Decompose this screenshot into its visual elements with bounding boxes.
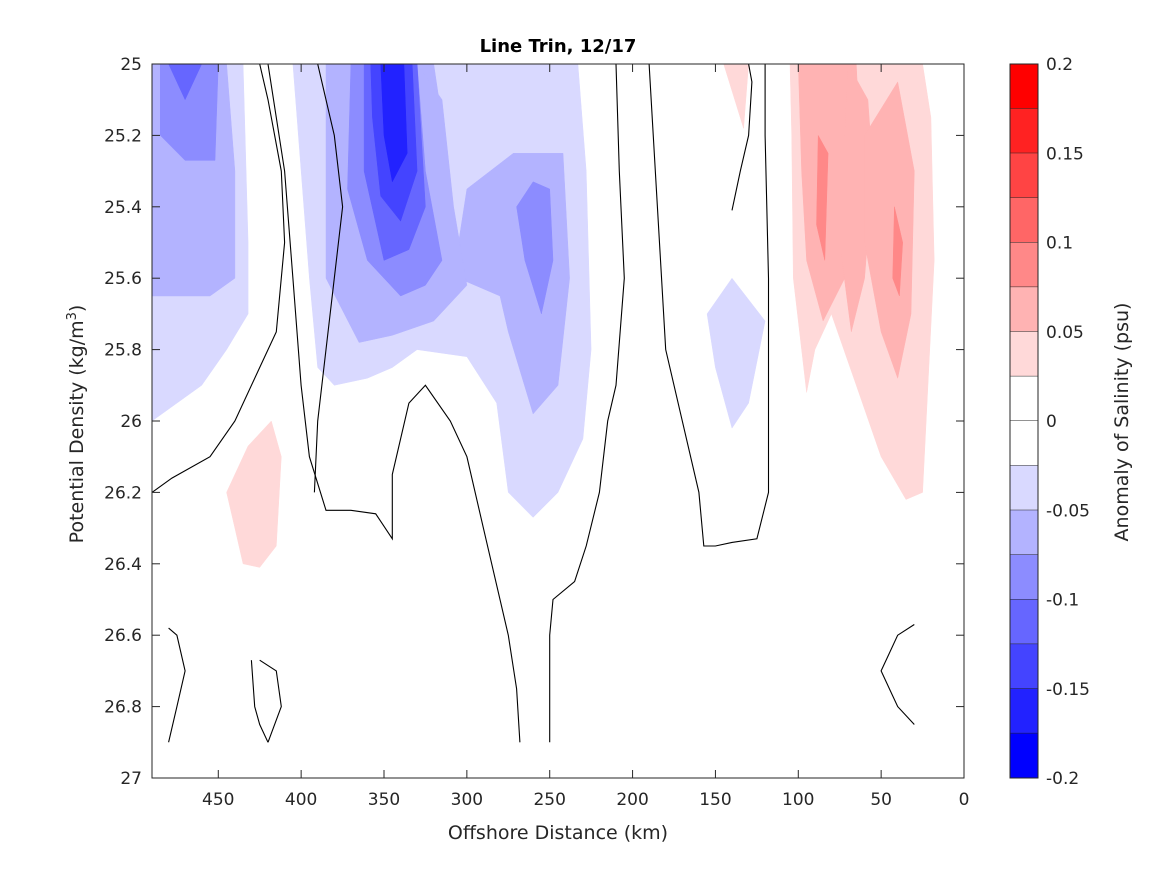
zero-contour-9 xyxy=(880,624,915,725)
y-tick-label: 26.6 xyxy=(104,626,142,646)
y-tick-label: 27 xyxy=(120,769,142,789)
y-axis-label-text: Potential Density (kg/m xyxy=(66,320,88,543)
y-tick-label: 26.2 xyxy=(104,483,142,503)
contour-region-2 xyxy=(160,64,219,161)
colorbar-swatch-12 xyxy=(1010,599,1038,645)
zero-contour-3 xyxy=(549,64,625,743)
contour-region-13 xyxy=(380,64,408,183)
chart-title: Line Trin, 12/17 xyxy=(480,36,637,57)
x-tick-label: 150 xyxy=(699,790,731,810)
colorbar-swatch-15 xyxy=(1010,733,1038,778)
zero-contour-4 xyxy=(648,64,770,547)
y-tick-label: 25 xyxy=(120,55,142,75)
y-tick-label: 25.4 xyxy=(104,198,142,218)
colorbar-tick-label: 0.1 xyxy=(1046,234,1073,254)
contour-region-18 xyxy=(839,64,874,332)
zero-contour-1 xyxy=(267,64,521,743)
colorbar-tick-label: 0 xyxy=(1046,412,1057,432)
y-axis-label: Potential Density (kg/m3) xyxy=(65,305,89,544)
zero-contour-8 xyxy=(259,659,282,743)
y-tick-label: 26.4 xyxy=(104,555,142,575)
x-tick-label: 250 xyxy=(533,790,565,810)
zero-contour-2 xyxy=(313,64,344,493)
x-axis-ticks: 450 400 350 300 250 200 150 100 50 0 xyxy=(202,64,969,810)
colorbar-swatch-1 xyxy=(1010,108,1038,154)
colorbar-swatch-11 xyxy=(1010,554,1038,600)
zero-contour-0 xyxy=(152,64,286,493)
colorbar-swatch-9 xyxy=(1010,465,1038,511)
y-tick-label: 26 xyxy=(120,412,142,432)
zero-contour-lines xyxy=(152,64,915,743)
contour-region-4 xyxy=(226,420,282,568)
colorbar-tick-label: -0.1 xyxy=(1046,591,1079,611)
contour-region-10 xyxy=(516,181,554,315)
colorbar-tick-label: 0.15 xyxy=(1046,144,1084,164)
y-axis-label-suffix: ) xyxy=(66,305,88,312)
colorbar-tick-label: 0.05 xyxy=(1046,323,1084,343)
y-tick-label: 25.8 xyxy=(104,341,142,361)
colorbar-tick-label: -0.15 xyxy=(1046,680,1090,700)
colorbar-swatch-14 xyxy=(1010,688,1038,734)
colorbar-tick-label: -0.05 xyxy=(1046,501,1090,521)
contour-region-3 xyxy=(168,64,202,101)
colorbar-swatch-8 xyxy=(1010,421,1038,466)
y-tick-label: 25.6 xyxy=(104,269,142,289)
zero-contour-5 xyxy=(731,64,753,211)
x-tick-label: 450 xyxy=(202,790,234,810)
colorbar-tick-label: 0.2 xyxy=(1046,55,1073,75)
x-tick-label: 200 xyxy=(616,790,648,810)
colorbar-swatch-4 xyxy=(1010,242,1038,288)
x-tick-label: 400 xyxy=(285,790,317,810)
colorbar-swatch-5 xyxy=(1010,287,1038,332)
y-axis-ticks: 25 25.2 25.4 25.6 25.8 26 26.2 26.4 26.6 26.8 27 xyxy=(104,55,964,789)
colorbar-swatch-10 xyxy=(1010,510,1038,555)
x-tick-label: 350 xyxy=(368,790,400,810)
filled-contours xyxy=(152,64,935,568)
colorbar-ticks: 0.2 0.15 0.1 0.05 0 -0.05 -0.1 -0.15 -0.2 xyxy=(1046,55,1090,789)
colorbar-frame xyxy=(1009,63,1039,779)
colorbar-tick-label: -0.2 xyxy=(1046,769,1079,789)
colorbar xyxy=(1009,63,1039,779)
y-axis-label-superscript: 3 xyxy=(65,312,80,320)
colorbar-swatch-6 xyxy=(1010,331,1038,377)
x-tick-label: 0 xyxy=(959,790,970,810)
x-axis-label: Offshore Distance (km) xyxy=(448,822,668,844)
zero-contour-7 xyxy=(250,660,269,743)
contour-region-20 xyxy=(816,134,829,261)
colorbar-swatch-2 xyxy=(1010,153,1038,198)
colorbar-swatch-13 xyxy=(1010,644,1038,689)
contour-region-15 xyxy=(706,277,766,429)
colorbar-swatch-0 xyxy=(1010,64,1038,109)
y-tick-label: 26.8 xyxy=(104,698,142,718)
colorbar-swatch-7 xyxy=(1010,376,1038,421)
contour-region-21 xyxy=(892,206,903,297)
y-tick-label: 25.2 xyxy=(104,126,142,146)
x-tick-label: 50 xyxy=(870,790,892,810)
colorbar-swatch-3 xyxy=(1010,197,1038,243)
colorbar-label: Anomaly of Salinity (psu) xyxy=(1111,303,1133,542)
zero-contour-6 xyxy=(168,627,186,743)
contour-region-19 xyxy=(864,81,915,380)
x-tick-label: 100 xyxy=(782,790,814,810)
x-tick-label: 300 xyxy=(451,790,483,810)
contour-region-14 xyxy=(723,64,749,129)
